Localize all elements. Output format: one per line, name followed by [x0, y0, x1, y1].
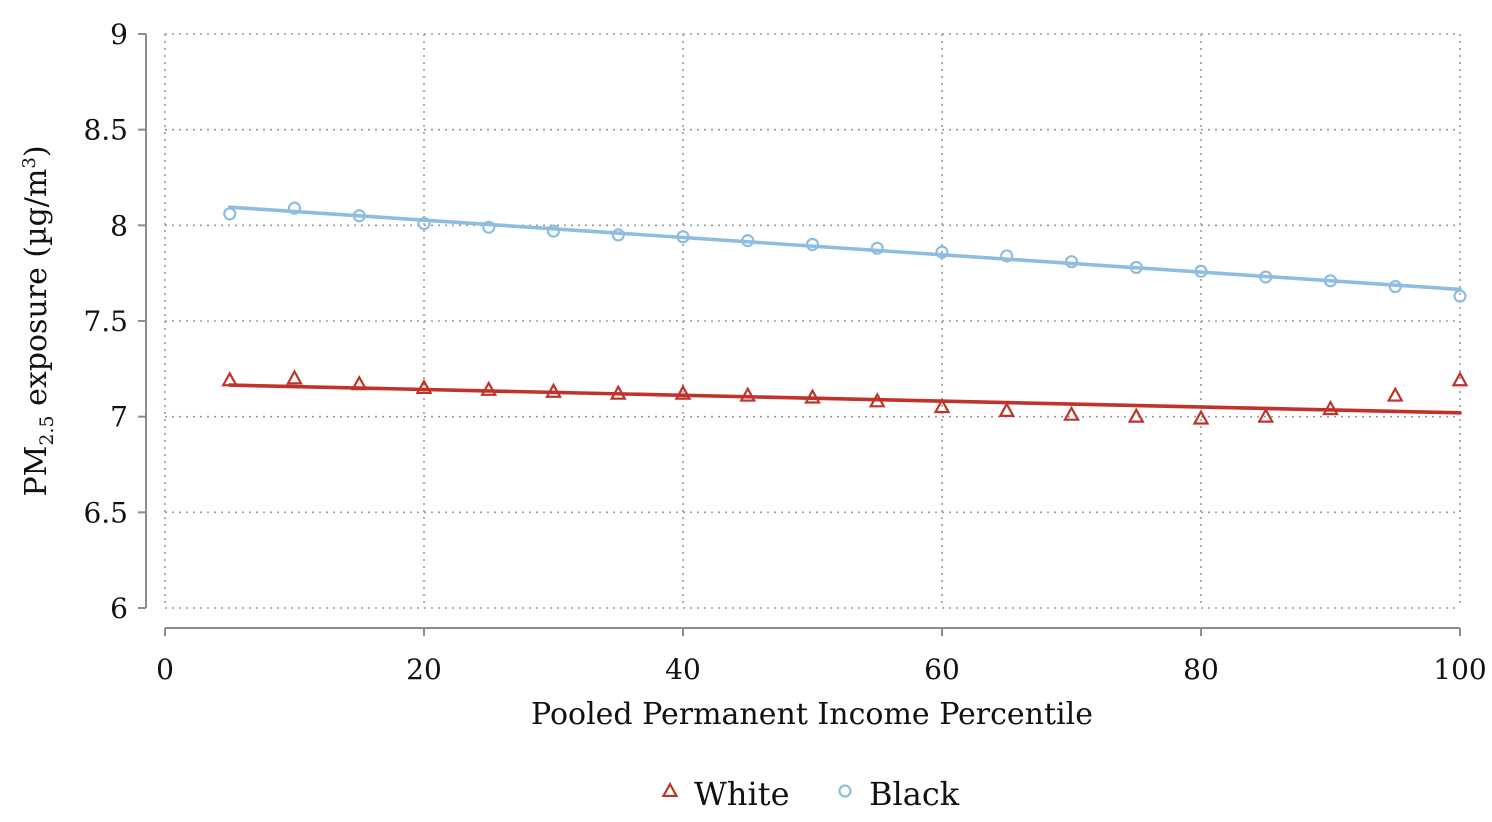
data-point-black: [1000, 249, 1014, 263]
x-tick-label: 60: [924, 653, 960, 686]
series-white: [221, 369, 1469, 425]
data-point-black: [223, 207, 237, 221]
y-tick-label: 9: [110, 18, 128, 51]
y-axis-title-prefix: PM: [19, 446, 54, 497]
data-point-white: [350, 374, 368, 391]
y-tick-label: 6: [110, 592, 128, 625]
data-point-black: [1194, 264, 1208, 278]
data-point-black: [741, 234, 755, 248]
series-black: [223, 201, 1467, 303]
tick-labels: 6 6.5 7 7.5 8 8.5 9 0 20 40 60 80 100: [83, 18, 1486, 686]
y-tick-label: 7: [110, 401, 128, 434]
data-point-white: [933, 397, 951, 414]
data-point-black: [1388, 279, 1402, 294]
axes: [138, 33, 1461, 636]
legend-label-white: White: [694, 775, 790, 813]
y-axis-title-subscript: 2.5: [36, 415, 58, 445]
data-point-white: [1192, 409, 1210, 425]
data-point-black: [352, 209, 366, 223]
grid-lines: [164, 33, 1461, 609]
data-point-white: [286, 369, 303, 385]
data-point-black: [1323, 274, 1338, 288]
data-point-black: [1129, 260, 1143, 275]
data-point-white: [739, 386, 757, 402]
y-tick-label: 8: [110, 209, 128, 242]
data-point-black: [417, 216, 431, 231]
x-tick-label: 20: [406, 653, 442, 686]
data-point-white: [221, 371, 239, 387]
data-point-black: [482, 220, 496, 234]
y-tick-label: 8.5: [83, 114, 128, 147]
data-point-white: [1386, 386, 1404, 402]
y-tick-label: 6.5: [83, 496, 128, 529]
x-axis-title: Pooled Permanent Income Percentile: [531, 697, 1093, 732]
y-axis-title-middle: exposure (µg/m: [19, 169, 54, 416]
data-point-black: [1064, 255, 1079, 269]
fit-line-white: [227, 383, 1462, 415]
legend-marker-white: [661, 781, 679, 798]
data-point-white: [868, 392, 886, 408]
data-point-white: [609, 384, 627, 400]
data-point-black: [870, 241, 884, 255]
x-tick-label: 80: [1183, 653, 1219, 686]
legend-marker-black: [838, 784, 852, 798]
data-point-white: [1063, 405, 1080, 421]
data-point-black: [287, 201, 302, 215]
data-point-black: [611, 228, 625, 242]
y-axis-title-superscript: 3: [19, 157, 40, 168]
y-axis-title: PM2.5 exposure (µg/m3): [19, 145, 58, 496]
data-point-black: [1259, 270, 1273, 284]
data-point-black: [805, 237, 820, 252]
data-point-white: [415, 378, 433, 395]
legend: White Black: [661, 775, 960, 813]
data-point-white: [674, 384, 692, 400]
data-point-white: [1322, 399, 1339, 416]
x-tick-label: 0: [156, 653, 174, 686]
legend-label-black: Black: [869, 775, 960, 813]
fit-line-black: [227, 205, 1462, 292]
data-point-white: [998, 401, 1016, 417]
y-axis-title-suffix: ): [19, 145, 54, 157]
data-point-white: [1257, 407, 1275, 423]
data-point-black: [676, 230, 690, 244]
data-point-black: [546, 224, 561, 238]
data-point-black: [935, 245, 949, 259]
data-point-white: [1451, 371, 1469, 387]
data-point-white: [804, 388, 821, 404]
y-tick-label: 7.5: [83, 305, 128, 338]
x-tick-label: 100: [1433, 653, 1486, 686]
data-point-white: [545, 382, 562, 398]
data-point-black: [1453, 289, 1467, 303]
x-tick-label: 40: [665, 653, 701, 686]
data-point-white: [1127, 407, 1145, 423]
data-point-white: [480, 380, 498, 396]
series: [221, 201, 1469, 425]
